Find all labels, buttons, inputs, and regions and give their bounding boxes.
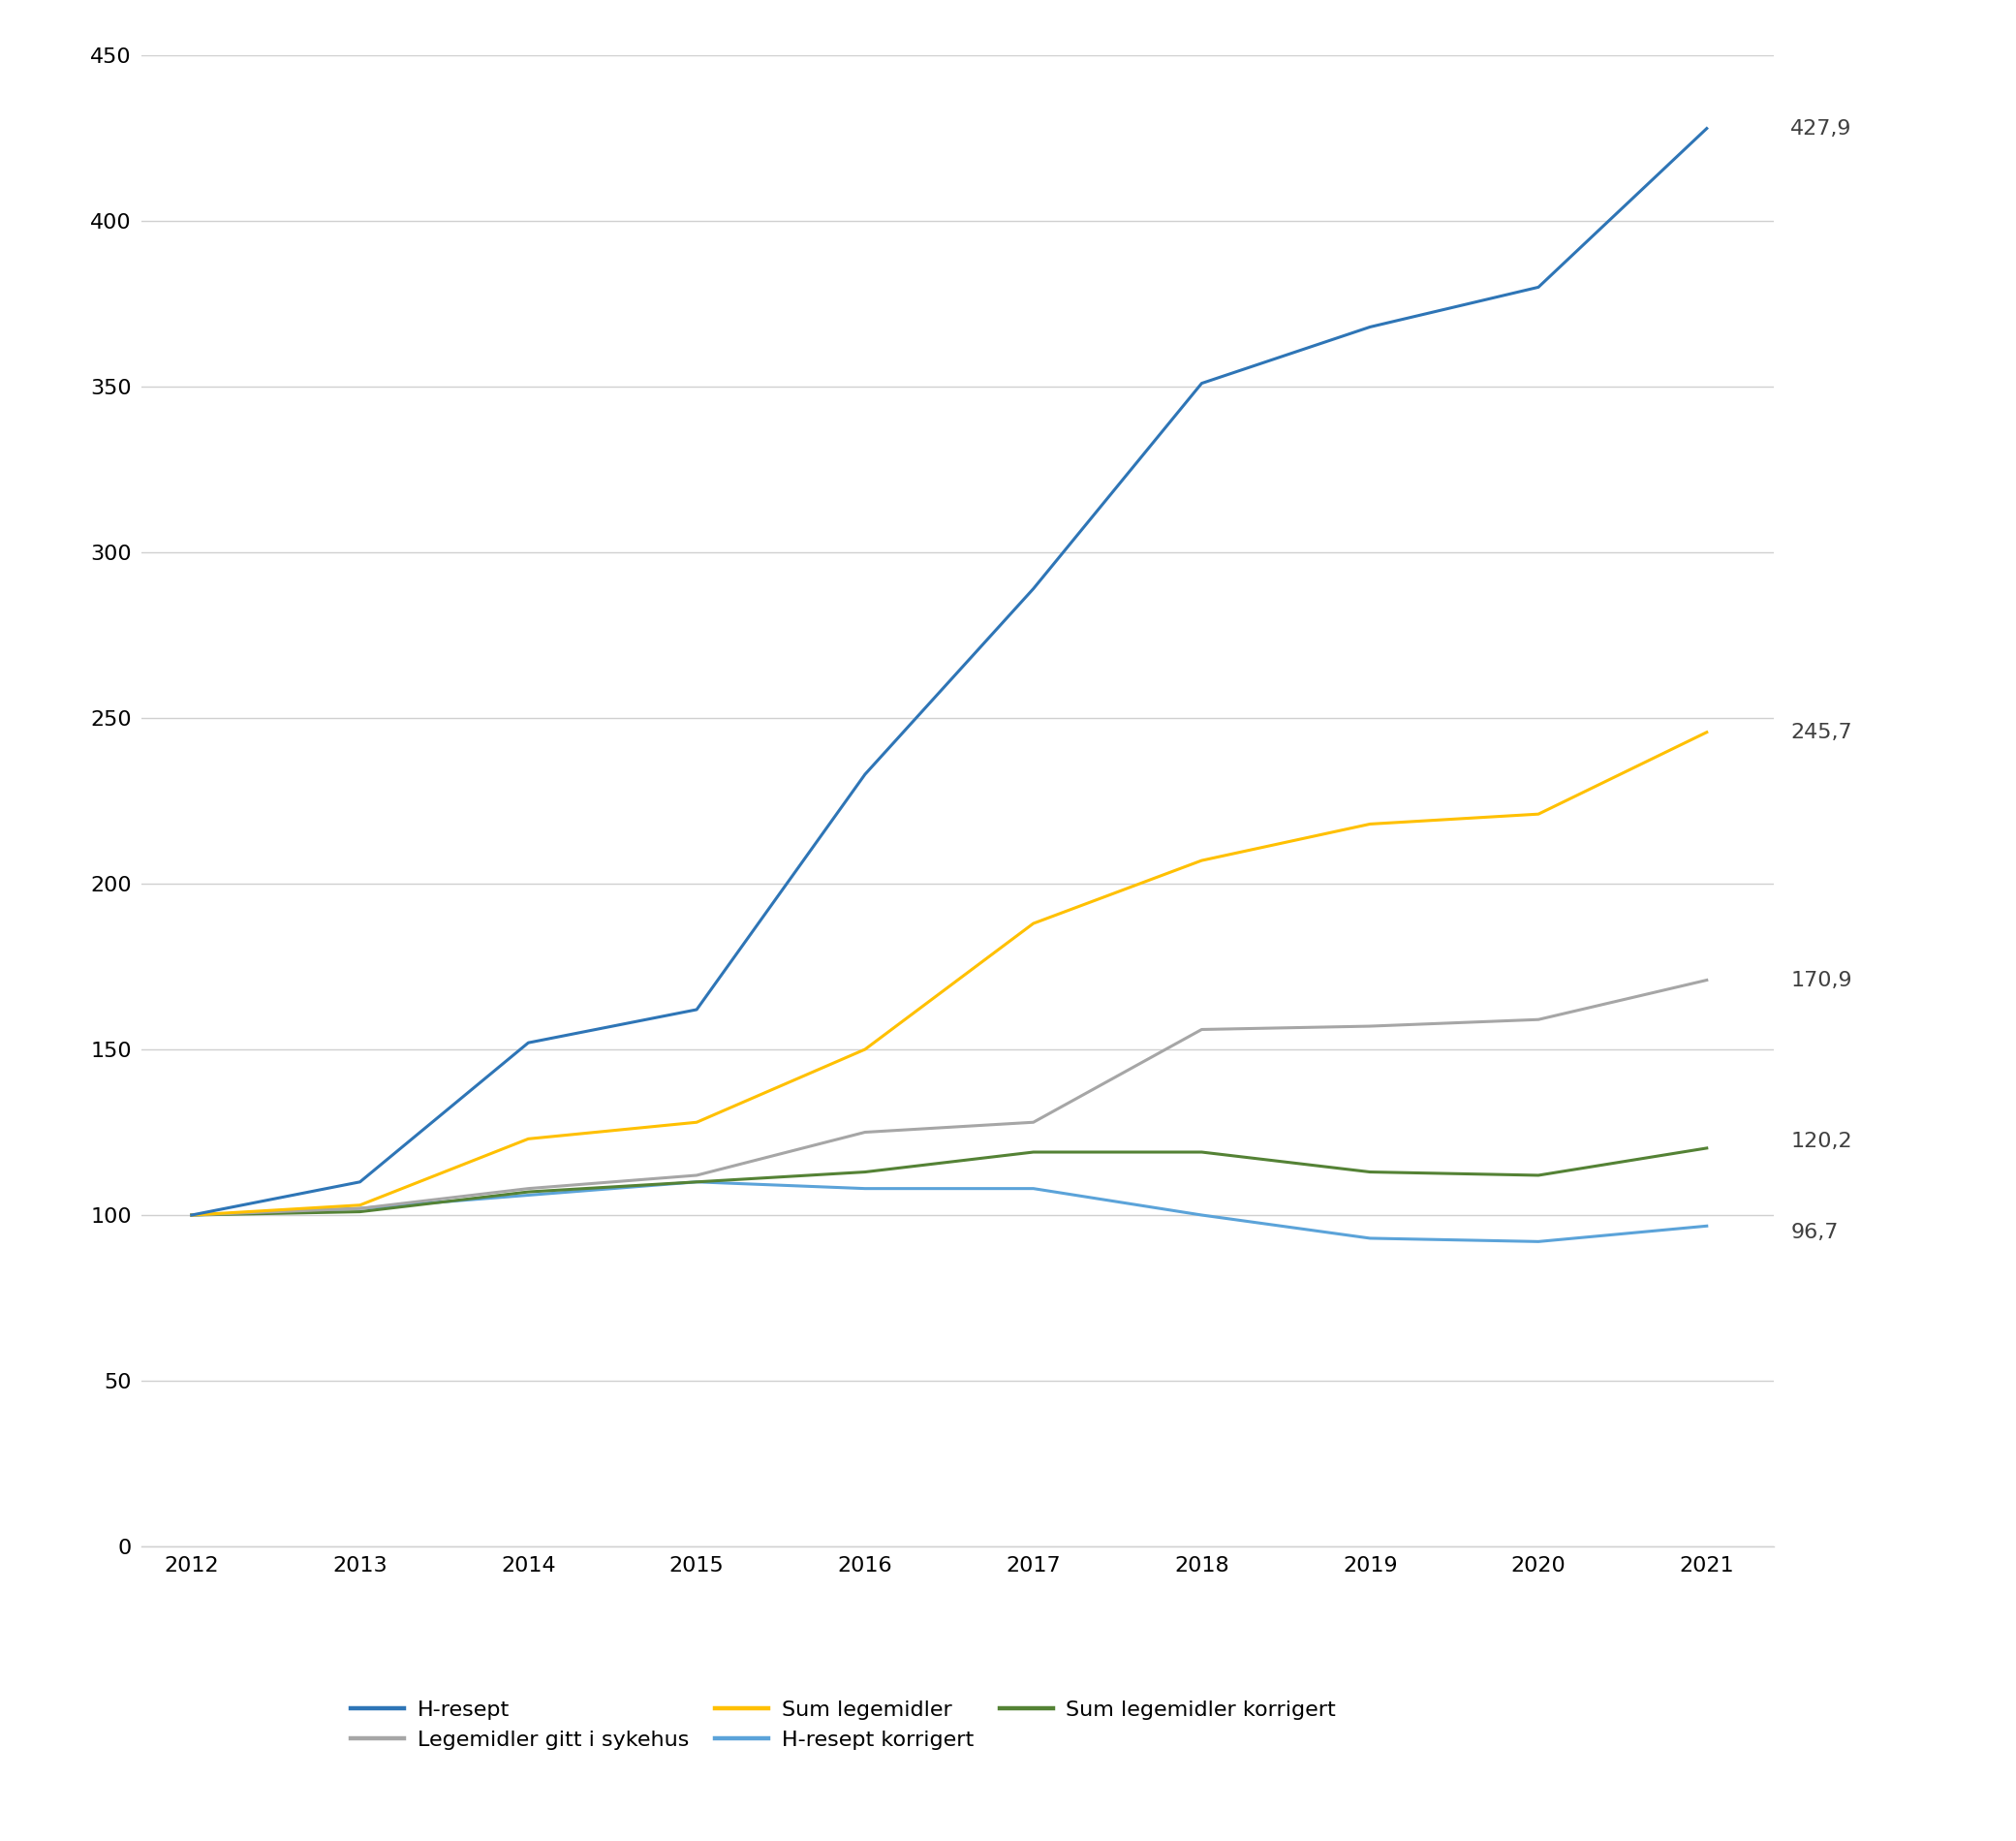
Legend: H-resept, Legemidler gitt i sykehus, Sum legemidler, H-resept korrigert, Sum leg: H-resept, Legemidler gitt i sykehus, Sum… [343,1692,1345,1758]
Text: 427,9: 427,9 [1790,120,1853,138]
Text: 245,7: 245,7 [1790,722,1853,742]
Text: 170,9: 170,9 [1790,970,1853,990]
Text: 96,7: 96,7 [1790,1222,1839,1243]
Text: 120,2: 120,2 [1790,1132,1853,1151]
